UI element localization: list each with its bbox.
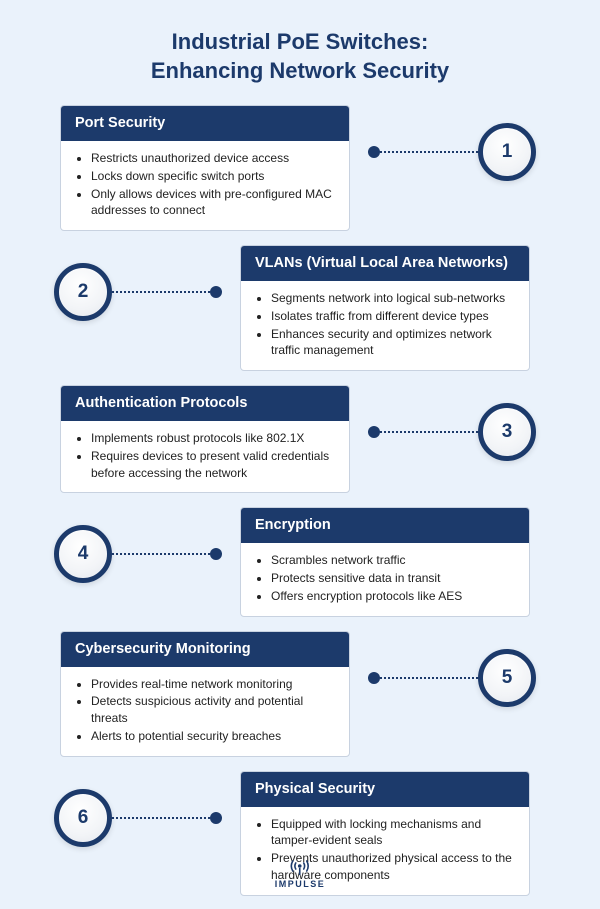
section-card: Cybersecurity MonitoringProvides real-ti… [60,631,350,757]
card-body: Provides real-time network monitoringDet… [61,667,349,756]
bullet-item: Isolates traffic from different device t… [271,308,515,325]
connector-line [112,553,210,555]
badge-connector: 5 [368,649,536,707]
footer-logo: IMPULSE [275,858,326,889]
section-card: EncryptionScrambles network trafficProte… [240,507,530,616]
sections-container: Port SecurityRestricts unauthorized devi… [0,105,600,896]
bullet-item: Only allows devices with pre-configured … [91,186,335,220]
number-badge: 6 [54,789,112,847]
section-row: 4EncryptionScrambles network trafficProt… [0,507,600,616]
bullet-item: Segments network into logical sub-networ… [271,290,515,307]
bullet-item: Requires devices to present valid creden… [91,448,335,482]
card-header: Physical Security [241,772,529,807]
section-row: 2 VLANs (Virtual Local Area Networks) Segm… [0,245,600,371]
page-title: Industrial PoE Switches: Enhancing Netwo… [0,0,600,105]
card-body: Segments network into logical sub-networ… [241,281,529,370]
connector-line [380,151,478,153]
bullet-item: Detects suspicious activity and potentia… [91,693,335,727]
connector-dot-icon [368,426,380,438]
section-row: Cybersecurity MonitoringProvides real-ti… [0,631,600,757]
connector-line [380,431,478,433]
card-header: Authentication Protocols [61,386,349,421]
number-badge: 5 [478,649,536,707]
badge-connector: 3 [368,403,536,461]
card-header: VLANs (Virtual Local Area Networks) [241,246,529,281]
card-header: Encryption [241,508,529,543]
bullet-item: Alerts to potential security breaches [91,728,335,745]
bullet-item: Implements robust protocols like 802.1X [91,430,335,447]
number-badge: 4 [54,525,112,583]
bullet-item: Equipped with locking mechanisms and tam… [271,816,515,850]
footer-brand-text: IMPULSE [275,879,326,889]
bullet-item: Protects sensitive data in transit [271,570,515,587]
section-card: Port SecurityRestricts unauthorized devi… [60,105,350,231]
badge-connector: 2 [54,263,222,321]
bullet-item: Scrambles network traffic [271,552,515,569]
section-row: Port SecurityRestricts unauthorized devi… [0,105,600,231]
bullet-item: Restricts unauthorized device access [91,150,335,167]
card-body: Implements robust protocols like 802.1XR… [61,421,349,492]
number-badge: 1 [478,123,536,181]
connector-dot-icon [210,812,222,824]
connector-dot-icon [368,146,380,158]
connector-line [112,291,210,293]
badge-connector: 4 [54,525,222,583]
card-header: Port Security [61,106,349,141]
badge-connector: 1 [368,123,536,181]
section-row: Authentication ProtocolsImplements robus… [0,385,600,493]
connector-dot-icon [368,672,380,684]
card-body: Scrambles network trafficProtects sensit… [241,543,529,615]
number-badge: 3 [478,403,536,461]
title-line-2: Enhancing Network Security [40,57,560,86]
connector-dot-icon [210,286,222,298]
number-badge: 2 [54,263,112,321]
section-card: VLANs (Virtual Local Area Networks) Segme… [240,245,530,371]
connector-dot-icon [210,548,222,560]
antenna-icon [275,858,326,879]
badge-connector: 6 [54,789,222,847]
card-body: Restricts unauthorized device accessLock… [61,141,349,230]
bullet-item: Provides real-time network monitoring [91,676,335,693]
bullet-item: Offers encryption protocols like AES [271,588,515,605]
card-header: Cybersecurity Monitoring [61,632,349,667]
bullet-item: Locks down specific switch ports [91,168,335,185]
title-line-1: Industrial PoE Switches: [40,28,560,57]
connector-line [380,677,478,679]
bullet-item: Enhances security and optimizes network … [271,326,515,360]
connector-line [112,817,210,819]
section-card: Authentication ProtocolsImplements robus… [60,385,350,493]
